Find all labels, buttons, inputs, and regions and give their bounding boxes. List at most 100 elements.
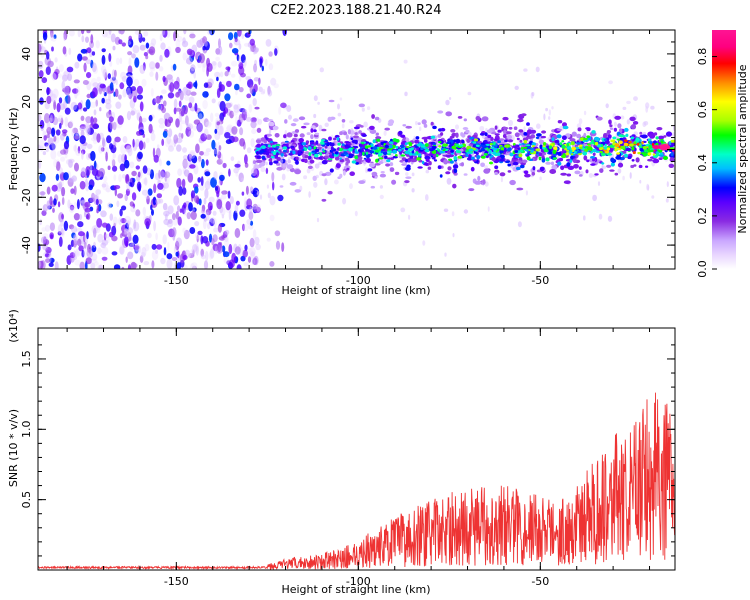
heatmap-cell (398, 130, 403, 135)
heatmap-cell (203, 128, 209, 138)
heatmap-cell (92, 65, 99, 74)
heatmap-cell (364, 145, 369, 149)
heatmap-cell (41, 77, 48, 84)
heatmap-cell (249, 247, 256, 257)
x-tick-label: -150 (164, 274, 189, 287)
heatmap-cell (182, 255, 188, 260)
heatmap-cell (147, 232, 152, 239)
heatmap-cell (224, 71, 229, 77)
heatmap-cell (583, 155, 588, 161)
heatmap-cell (61, 74, 68, 82)
heatmap-cell (290, 140, 295, 143)
heatmap-cell (94, 261, 99, 266)
heatmap-cell (259, 194, 263, 200)
heatmap-cell (201, 208, 206, 215)
heatmap-cell (185, 89, 192, 96)
heatmap-cell (248, 211, 254, 220)
heatmap-cell (317, 101, 320, 105)
heatmap-cell (666, 181, 669, 188)
heatmap-cell (556, 134, 562, 139)
heatmap-cell (201, 158, 205, 169)
heatmap-cell (84, 201, 91, 208)
heatmap-cell (249, 38, 255, 46)
heatmap-cell (632, 121, 639, 125)
heatmap-cell (265, 58, 268, 67)
heatmap-cell (142, 165, 148, 174)
heatmap-cell (343, 152, 348, 155)
heatmap-cell (247, 247, 253, 255)
heatmap-cell (229, 110, 234, 119)
heatmap-cell (198, 53, 205, 64)
heatmap-cell (85, 166, 91, 177)
heatmap-cell (160, 30, 166, 36)
heatmap-cell (231, 60, 238, 67)
heatmap-cell (39, 119, 45, 129)
heatmap-cell (114, 136, 121, 143)
heatmap-cell (77, 53, 83, 62)
heatmap-cell (538, 139, 545, 145)
heatmap-cell (610, 139, 616, 143)
heatmap-cell (140, 251, 146, 258)
heatmap-cell (38, 70, 44, 78)
heatmap-cell (182, 52, 187, 61)
heatmap-cell (232, 110, 238, 116)
heatmap-cell (38, 43, 42, 54)
heatmap-cell (124, 143, 132, 150)
heatmap-cell (245, 185, 249, 195)
heatmap-cell (514, 150, 519, 153)
heatmap-cell (41, 227, 47, 232)
heatmap-cell (46, 121, 51, 132)
heatmap-cell (148, 114, 153, 122)
heatmap-cell (346, 159, 351, 164)
heatmap-cell (488, 149, 492, 154)
heatmap-cell (449, 136, 453, 140)
heatmap-cell (154, 97, 157, 103)
heatmap-cell (527, 146, 531, 150)
heatmap-cell (658, 135, 665, 140)
heatmap-cell (68, 30, 75, 37)
heatmap-cell (268, 51, 273, 57)
heatmap-cell (283, 154, 288, 157)
heatmap-cell (315, 140, 319, 145)
heatmap-cell (149, 71, 154, 77)
heatmap-cell (504, 139, 508, 143)
heatmap-cell (389, 144, 393, 149)
colorbar-tick-label: 0.8 (696, 48, 709, 66)
heatmap-cell (506, 134, 513, 140)
heatmap-cell (250, 138, 255, 148)
heatmap-cell (270, 77, 277, 86)
heatmap-cell (642, 145, 648, 150)
heatmap-cell (212, 148, 220, 155)
heatmap-cell (85, 59, 92, 65)
heatmap-cell (219, 174, 225, 182)
heatmap-cell (144, 218, 151, 227)
heatmap-cell (622, 175, 625, 181)
heatmap-cell (334, 156, 340, 161)
heatmap-cell (569, 138, 576, 142)
heatmap-cell (156, 244, 163, 250)
heatmap-cell (424, 149, 430, 153)
heatmap-cell (80, 115, 85, 122)
heatmap-cell (571, 146, 577, 151)
heatmap-cell (39, 173, 46, 183)
heatmap-cell (183, 202, 187, 209)
heatmap-cell (92, 117, 98, 124)
heatmap-cell (554, 139, 560, 144)
heatmap-cell (405, 146, 410, 148)
heatmap-cell (346, 145, 351, 148)
heatmap-cell (100, 210, 107, 218)
heatmap-cell (84, 178, 89, 187)
heatmap-cell (489, 161, 493, 165)
heatmap-cell (242, 249, 248, 258)
heatmap-cell (57, 73, 63, 79)
heatmap-cell (138, 115, 143, 126)
heatmap-cell (658, 144, 671, 151)
heatmap-cell (208, 217, 212, 223)
heatmap-cell (85, 181, 90, 192)
heatmap-cell (61, 80, 66, 91)
heatmap-cell (182, 227, 186, 234)
heatmap-cell (465, 142, 470, 147)
heatmap-cell (271, 144, 277, 148)
heatmap-cell (89, 197, 95, 203)
heatmap-cell (307, 146, 312, 150)
